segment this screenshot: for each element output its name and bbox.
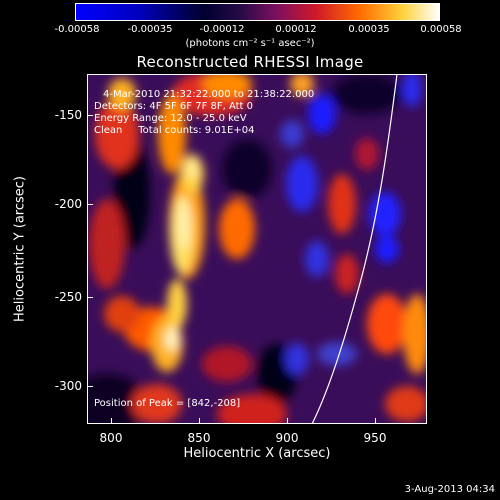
y-tick-label: -250 (54, 290, 82, 304)
x-tick-label: 850 (187, 431, 211, 445)
y-tick-mark (87, 204, 93, 205)
peak-position-text: Position of Peak = [842,-208] (94, 398, 241, 409)
x-tick-mark (111, 418, 112, 424)
y-tick-label: -300 (54, 379, 82, 393)
x-tick-label: 900 (275, 431, 299, 445)
colorbar-tick-label: 0.00058 (420, 24, 462, 35)
x-axis-label: Heliocentric X (arcsec) (183, 446, 331, 461)
colorbar (75, 3, 440, 21)
clean-counts-text: Clean Total counts: 9.01E+04 (94, 125, 255, 136)
plot-frame (87, 74, 427, 424)
colorbar-tick-label: -0.00035 (127, 24, 173, 35)
colorbar-tick-label: -0.00058 (54, 24, 100, 35)
y-tick-mark (87, 297, 93, 298)
x-tick-mark (199, 418, 200, 424)
x-tick-label: 800 (99, 431, 123, 445)
y-tick-label: -200 (54, 197, 82, 211)
rhessi-image (87, 74, 427, 424)
x-tick-label: 950 (363, 431, 387, 445)
y-tick-label: -150 (54, 108, 82, 122)
timestamp: 3-Aug-2013 04:34 (404, 484, 495, 495)
x-tick-mark (375, 418, 376, 424)
x-tick-mark (287, 418, 288, 424)
y-tick-mark (87, 115, 93, 116)
colorbar-tick-label: 0.00035 (348, 24, 390, 35)
colorbar-unit-label: (photons cm⁻² s⁻¹ asec⁻²) (185, 38, 315, 49)
solar-limb-line (311, 74, 398, 424)
colorbar-tick-label: -0.00012 (199, 24, 245, 35)
energy-range-text: Energy Range: 12.0 - 25.0 keV (94, 113, 247, 124)
y-axis-label: Heliocentric Y (arcsec) (12, 176, 28, 322)
image-title: Reconstructed RHESSI Image (136, 53, 364, 71)
time-range-text: 4-Mar-2010 21:32:22.000 to 21:38:22.000 (103, 89, 315, 100)
colorbar-tick-label: 0.00012 (275, 24, 317, 35)
detectors-text: Detectors: 4F 5F 6F 7F 8F, Att 0 (94, 101, 254, 112)
y-tick-mark (87, 386, 93, 387)
